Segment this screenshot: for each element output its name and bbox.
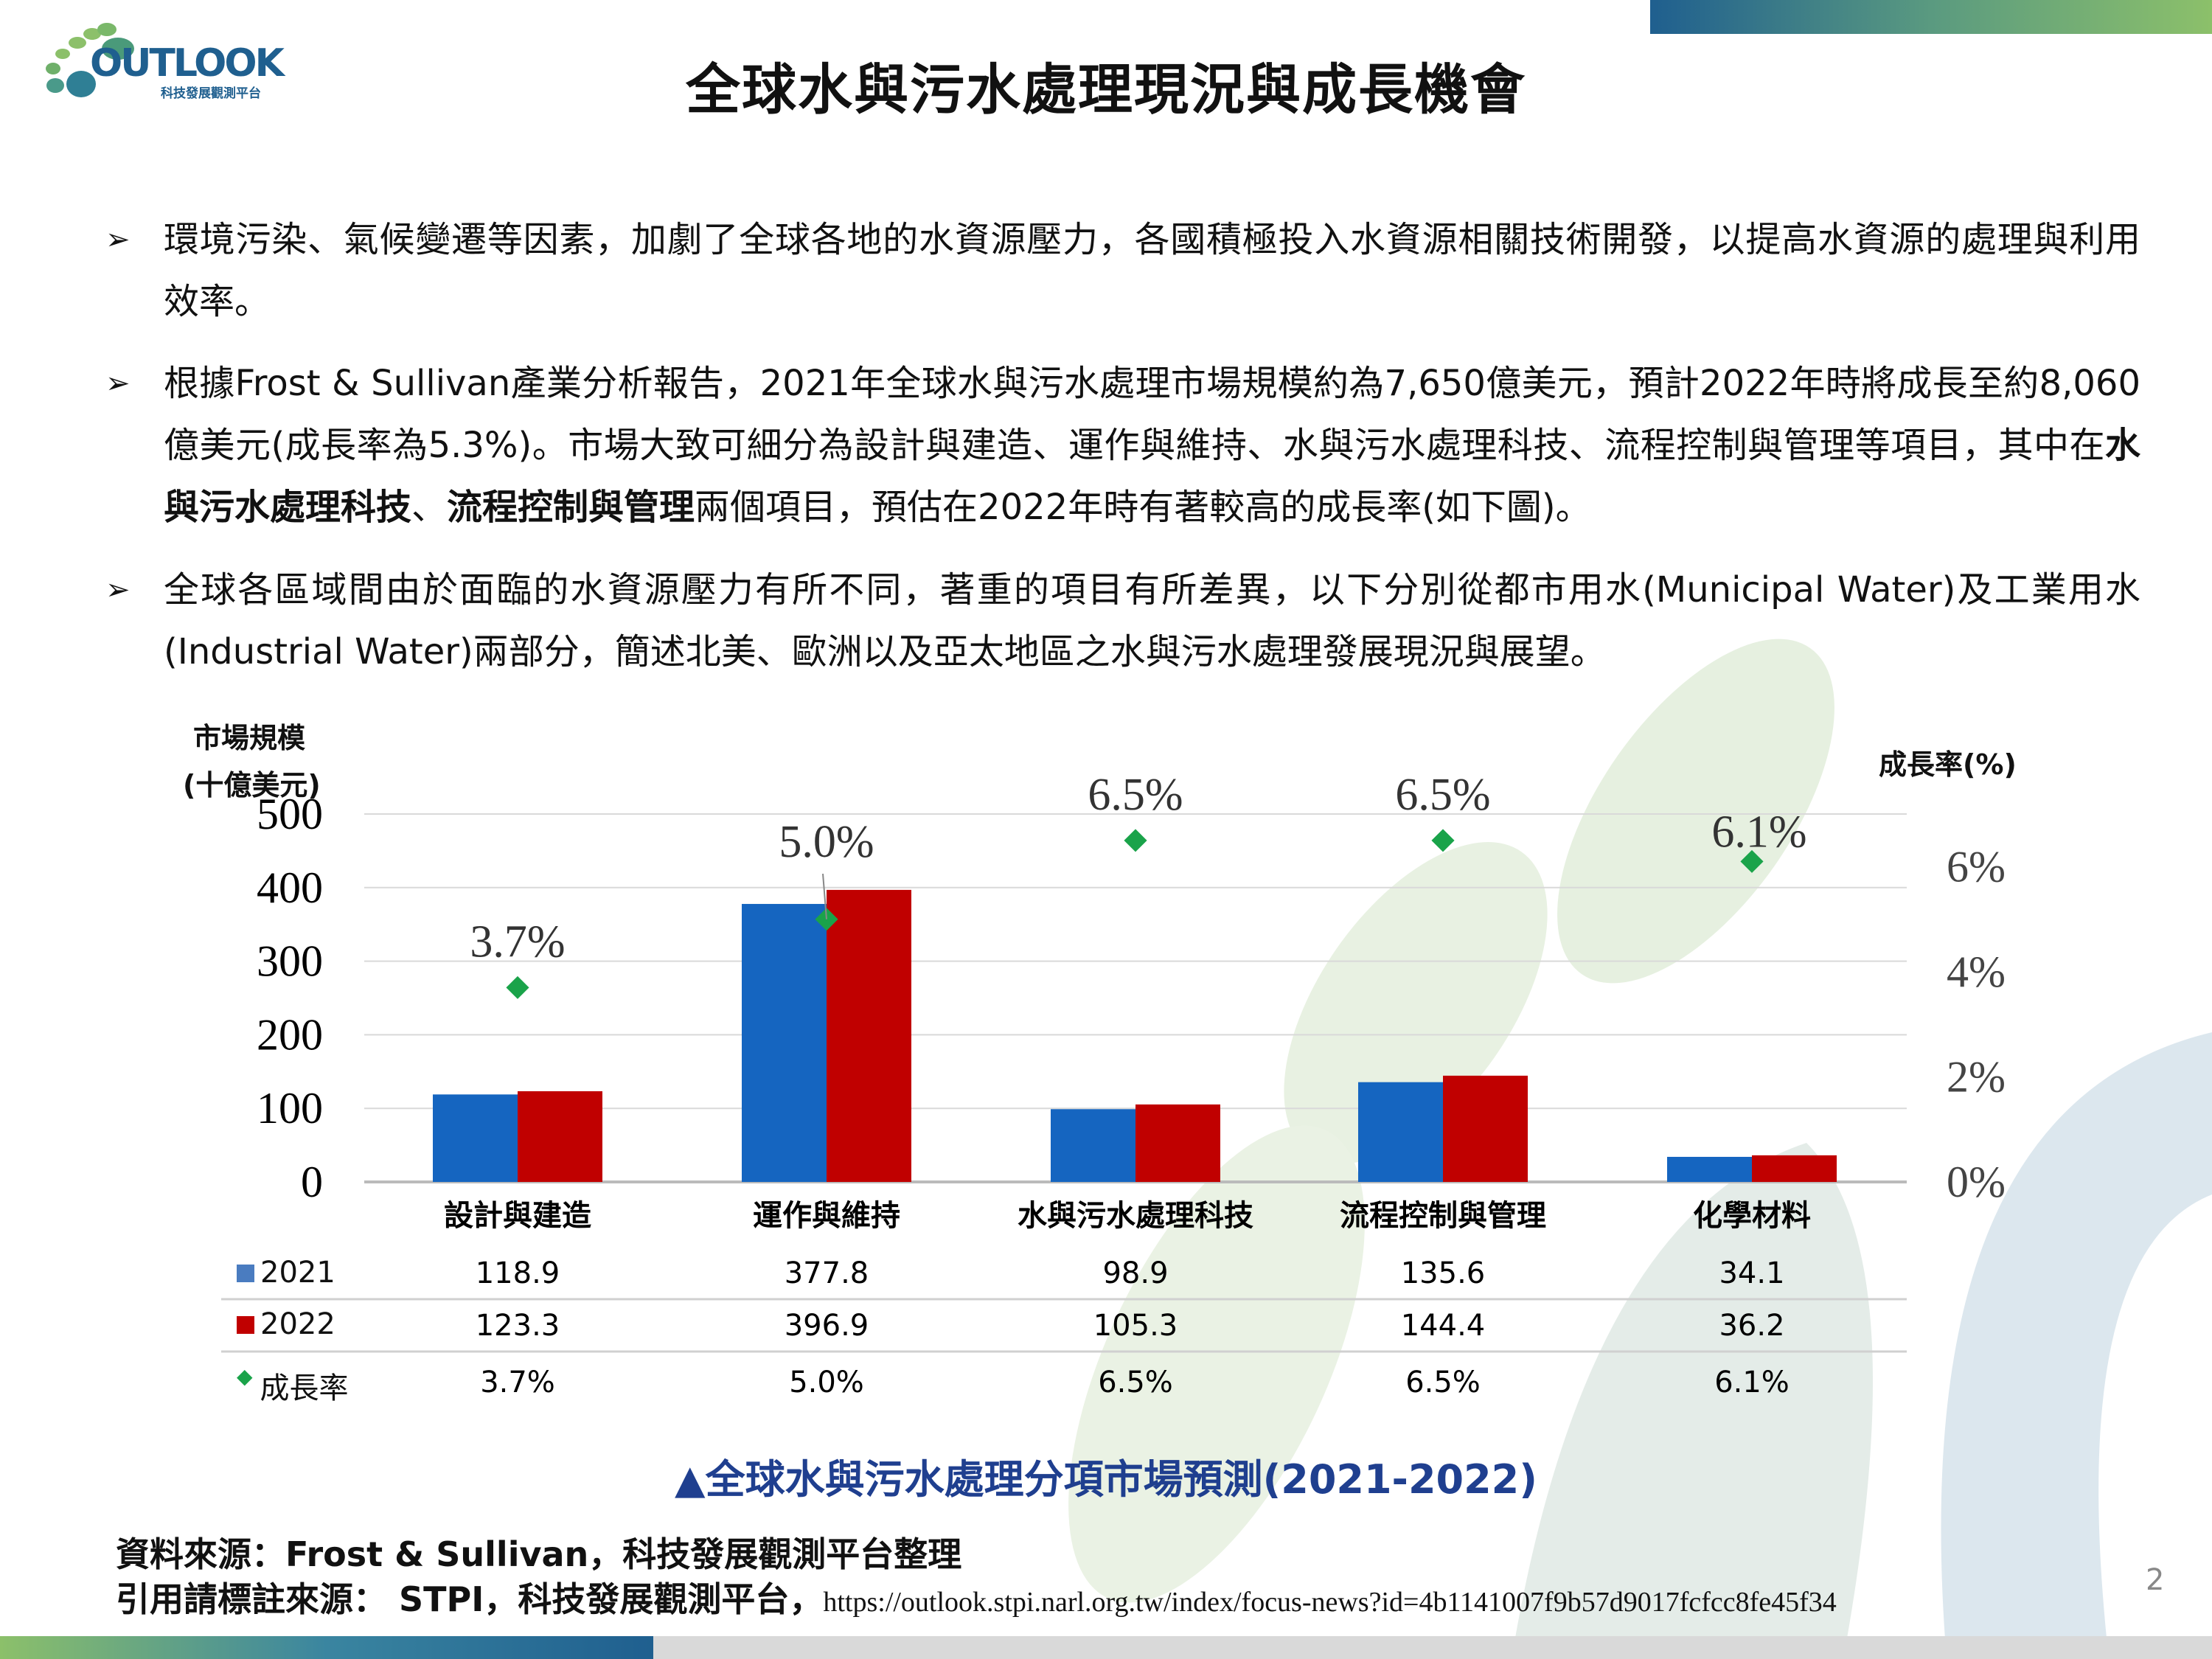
legend-swatch-2022 [237, 1316, 254, 1334]
y-tick-label: 300 [257, 937, 323, 986]
growth-data-label: 6.5% [1395, 770, 1490, 820]
table-cell: 377.8 [785, 1256, 869, 1290]
y-tick-label: 0 [301, 1158, 323, 1206]
y-axis-title-line2: (十億美元) [183, 769, 321, 801]
chart-caption: ▲全球水與污水處理分項市場預測(2021-2022) [675, 1456, 1537, 1503]
logo-subtitle: 科技發展觀測平台 [161, 86, 261, 101]
table-cell: 98.9 [1102, 1256, 1168, 1290]
table-cell: 396.9 [785, 1309, 869, 1343]
bar-2021 [1051, 1109, 1135, 1182]
bar-2022 [1443, 1075, 1528, 1182]
bar-2021 [1667, 1156, 1752, 1182]
category-label: 化學材料 [1693, 1199, 1811, 1233]
bullet-text: 全球各區域間由於面臨的水資源壓力有所不同，著重的項目有所差異，以下分別從都市用水… [164, 559, 2140, 683]
y2-tick-label: 6% [1947, 843, 2006, 891]
arrow-bullet-icon: ➢ [105, 366, 131, 400]
bullet-2: ➢ 根據Frost & Sullivan產業分析報告，2021年全球水與污水處理市… [105, 352, 2140, 538]
bold-text: 水與污水處理科技 [164, 425, 2140, 528]
bold-text: 流程控制與管理 [447, 487, 695, 528]
logo-text: OUTLOOK [90, 41, 285, 86]
y2-tick-label: 4% [1947, 947, 2006, 996]
bar-2021 [433, 1094, 518, 1182]
legend-label: 2022 [260, 1307, 335, 1341]
category-label: 設計與建造 [444, 1199, 591, 1233]
logo-dots-icon [46, 23, 134, 97]
arrow-bullet-icon: ➢ [105, 223, 131, 257]
text-segment: 根據Frost & Sullivan產業分析報告，2021年全球水與污水處理市場… [164, 363, 2140, 466]
table-cell: 144.4 [1401, 1309, 1486, 1343]
legend-diamond-icon: ◆ [237, 1364, 253, 1388]
y-tick-label: 200 [257, 1010, 323, 1059]
legend-2022: 2022 [237, 1307, 335, 1341]
page-title: 全球水與污水處理現況與成長機會 [686, 58, 1526, 122]
legend-label: 2021 [260, 1256, 335, 1290]
table-cell: 36.2 [1719, 1309, 1784, 1343]
bar-2022 [518, 1091, 602, 1182]
y2-tick-label: 2% [1947, 1053, 2006, 1102]
category-label: 流程控制與管理 [1340, 1199, 1546, 1233]
growth-data-label: 5.0% [779, 817, 874, 867]
table-cell: 34.1 [1719, 1256, 1784, 1290]
bar-2021 [1358, 1082, 1443, 1182]
bar-2021 [742, 903, 827, 1182]
table-cell: 3.7% [480, 1366, 555, 1399]
y-tick-label: 500 [257, 790, 323, 838]
bar-2022 [827, 889, 911, 1182]
citation-label: 引用請標註來源： STPI，科技發展觀測平台， [116, 1579, 824, 1619]
legend-label: 成長率 [260, 1371, 349, 1405]
growth-data-label: 6.1% [1711, 807, 1806, 857]
citation-line: 引用請標註來源： STPI，科技發展觀測平台，https://outlook.s… [116, 1579, 1837, 1623]
legend-swatch-2021 [237, 1265, 254, 1282]
top-accent-bar [1650, 0, 2212, 34]
growth-marker [1740, 849, 1764, 873]
outlook-logo: OUTLOOK 科技發展觀測平台 [22, 13, 285, 102]
category-label: 運作與維持 [753, 1199, 900, 1233]
page-number: 2 [2146, 1563, 2165, 1597]
legend-growth: ◆ 成長率 [237, 1364, 349, 1407]
table-cell: 6.5% [1405, 1366, 1481, 1399]
growth-data-label: 3.7% [470, 917, 565, 967]
table-cell: 105.3 [1093, 1309, 1178, 1343]
text-segment: 全球各區域間由於面臨的水資源壓力有所不同，著重的項目有所差異，以下分別從都市用水… [164, 569, 2140, 672]
y-tick-label: 100 [257, 1084, 323, 1133]
source-url-link[interactable]: https://outlook.stpi.narl.org.tw/index/f… [823, 1587, 1837, 1618]
leader-line [822, 873, 827, 919]
bullet-3: ➢ 全球各區域間由於面臨的水資源壓力有所不同，著重的項目有所差異，以下分別從都市用… [105, 559, 2140, 683]
bottom-accent-bar [0, 1636, 2212, 1659]
bullet-1: ➢ 環境污染、氣候變遷等因素，加劇了全球各地的水資源壓力，各國積極投入水資源相關技… [105, 209, 2140, 333]
table-cell: 135.6 [1401, 1256, 1486, 1290]
bullet-text: 根據Frost & Sullivan產業分析報告，2021年全球水與污水處理市場… [164, 352, 2140, 538]
y-axis-title-line1: 市場規模 [193, 722, 306, 754]
table-cell: 6.1% [1714, 1366, 1790, 1399]
bar-2022 [1135, 1104, 1220, 1182]
table-cell: 118.9 [476, 1256, 560, 1290]
y2-axis-title: 成長率(%) [1879, 748, 2017, 781]
text-segment: 環境污染、氣候變遷等因素，加劇了全球各地的水資源壓力，各國積極投入水資源相關技術… [164, 219, 2140, 322]
growth-data-label: 6.5% [1088, 770, 1183, 820]
table-cell: 123.3 [476, 1309, 560, 1343]
growth-marker [1431, 829, 1455, 852]
text-segment: 、 [411, 487, 448, 528]
growth-marker [1124, 829, 1147, 852]
legend-2021: 2021 [237, 1256, 335, 1290]
category-label: 水與污水處理科技 [1018, 1199, 1253, 1233]
y-tick-label: 400 [257, 863, 323, 912]
arrow-bullet-icon: ➢ [105, 573, 131, 607]
bullet-text: 環境污染、氣候變遷等因素，加劇了全球各地的水資源壓力，各國積極投入水資源相關技術… [164, 209, 2140, 333]
text-segment: 兩個項目，預估在2022年時有著較高的成長率(如下圖)。 [695, 487, 1591, 528]
table-cell: 5.0% [789, 1366, 864, 1399]
y2-tick-label: 0% [1947, 1158, 2006, 1206]
table-cell: 6.5% [1098, 1366, 1173, 1399]
bar-2022 [1752, 1155, 1837, 1182]
source-line: 資料來源：Frost & Sullivan，科技發展觀測平台整理 [116, 1534, 962, 1574]
growth-marker [506, 975, 529, 999]
